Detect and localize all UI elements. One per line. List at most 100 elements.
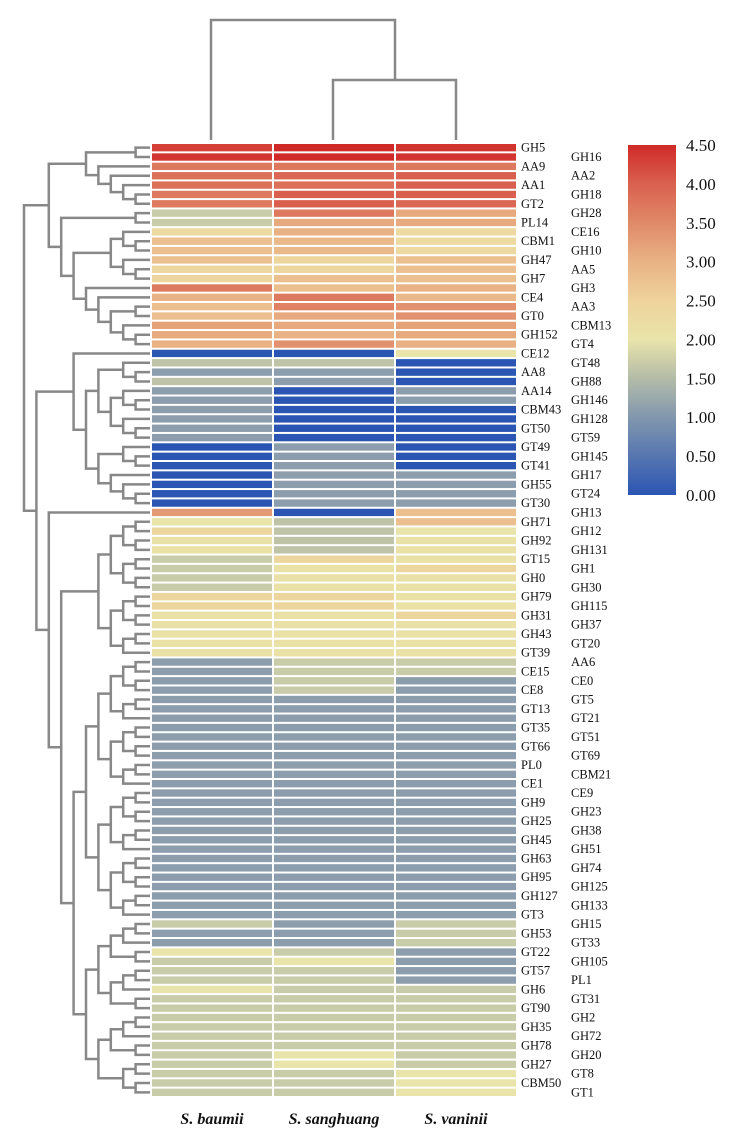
heatmap-cell [152, 200, 272, 208]
heatmap-cell [152, 751, 272, 760]
heatmap-cell [396, 789, 516, 797]
heatmap-cell [274, 490, 394, 498]
heatmap-cell [396, 396, 516, 404]
row-label: CE4 [521, 290, 544, 304]
heatmap-cell [274, 574, 394, 582]
heatmap-cell [396, 555, 516, 563]
heatmap-cell [274, 508, 394, 517]
row-label: GT35 [521, 721, 550, 735]
heatmap-cell [152, 761, 272, 769]
row-label: GH3 [571, 281, 595, 295]
heatmap-cell [152, 471, 272, 479]
heatmap-cell [152, 508, 272, 517]
heatmap-cell [274, 499, 394, 507]
heatmap-cell [274, 995, 394, 1003]
heatmap-cell [274, 200, 394, 208]
heatmap-cell [152, 1051, 272, 1059]
heatmap-cell [274, 967, 394, 975]
heatmap-cell [274, 265, 394, 273]
dendrogram-branch [134, 857, 150, 870]
row-label: GH23 [571, 805, 602, 819]
heatmap-cell [396, 649, 516, 657]
dendrogram-branch [134, 576, 150, 589]
heatmap-cell [274, 415, 394, 423]
row-label: GH12 [571, 524, 602, 538]
row-label: GT4 [571, 337, 595, 351]
row-label: GH152 [521, 328, 558, 342]
heatmap-cell [152, 527, 272, 535]
row-label: GH74 [571, 861, 602, 875]
heatmap-cell [396, 677, 516, 685]
heatmap-cell [152, 836, 272, 844]
dendrogram-branch [134, 1044, 150, 1057]
heatmap-cell [152, 265, 272, 273]
heatmap-cell [396, 284, 516, 292]
row-label: GH31 [521, 608, 552, 622]
heatmap-cell [274, 836, 394, 844]
heatmap-cell [274, 228, 394, 236]
row-label: GH9 [521, 795, 545, 809]
heatmap-cell [396, 854, 516, 863]
colorbar-tick-label: 0.50 [686, 447, 716, 466]
row-label: GH53 [521, 926, 552, 940]
heatmap-cell [152, 237, 272, 245]
heatmap-cell [396, 237, 516, 245]
dendrogram-branch [47, 162, 86, 249]
row-label: GT33 [571, 936, 600, 950]
heatmap-cell [396, 695, 516, 704]
heatmap-cell [152, 499, 272, 507]
row-label: GT13 [521, 702, 550, 716]
heatmap-cell [152, 284, 272, 292]
heatmap-cell [396, 985, 516, 994]
row-label: GH43 [521, 627, 552, 641]
row-label: GH27 [521, 1057, 552, 1071]
heatmap-cell [274, 901, 394, 909]
row-label: GH17 [571, 468, 602, 482]
heatmap-cell [396, 518, 516, 526]
heatmap-cell [396, 256, 516, 264]
heatmap-cell [274, 789, 394, 797]
row-label: GH30 [571, 580, 602, 594]
dendrogram-branch [84, 151, 136, 177]
row-label: GH55 [521, 477, 552, 491]
row-label: GH128 [571, 412, 608, 426]
heatmap-cell [274, 256, 394, 264]
heatmap-cell [152, 312, 272, 320]
heatmap-cell [274, 218, 394, 227]
dendrogram-branch [134, 557, 150, 570]
row-label: GH13 [571, 505, 602, 519]
heatmap-cell [274, 658, 394, 666]
row-label: GH92 [521, 534, 552, 548]
heatmap-cell [396, 340, 516, 348]
heatmap-cell [152, 910, 272, 919]
heatmap-cell [274, 471, 394, 479]
dendrogram-branch [121, 665, 136, 687]
column-dendrogram [209, 18, 458, 140]
dendrogram-branch [121, 562, 136, 584]
heatmap-cell [152, 181, 272, 189]
heatmap-cell [396, 1041, 516, 1050]
heatmap-cell [152, 433, 272, 442]
heatmap-cell [396, 910, 516, 919]
heatmap-cell [152, 368, 272, 376]
heatmap-cell [396, 882, 516, 891]
dendrogram-branch [331, 78, 458, 140]
heatmap-cell [152, 387, 272, 395]
heatmap-cell [152, 854, 272, 863]
heatmap-cell [152, 901, 272, 909]
heatmap-cell [396, 574, 516, 582]
row-label: GH18 [571, 187, 602, 201]
row-label: CBM1 [521, 234, 555, 248]
heatmap-cell [274, 284, 394, 292]
heatmap-cell [274, 677, 394, 685]
heatmap-cell [274, 190, 394, 199]
heatmap-cell [152, 967, 272, 975]
heatmap-cell [396, 490, 516, 498]
row-label: GH37 [571, 618, 602, 632]
heatmap-cell [274, 181, 394, 189]
heatmap-cell [152, 377, 272, 386]
row-label: GT69 [571, 749, 600, 763]
heatmap-cell [152, 536, 272, 545]
heatmap-cell [274, 770, 394, 778]
row-label: GT1 [571, 1085, 594, 1099]
